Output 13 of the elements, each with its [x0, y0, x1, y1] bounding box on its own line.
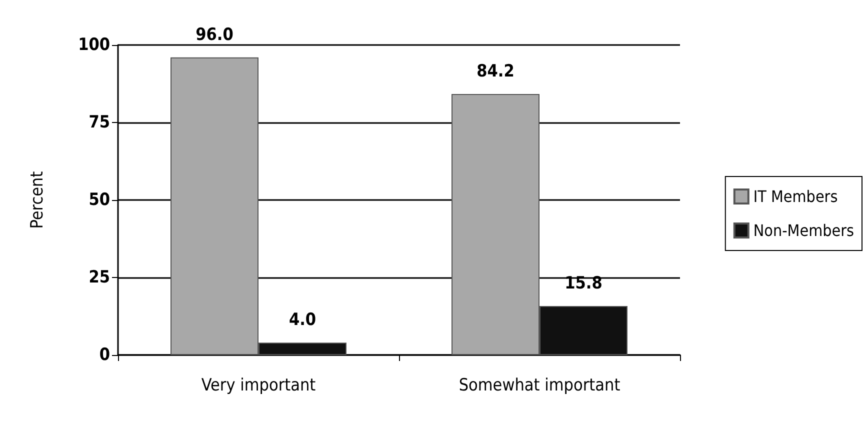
data-label: 96.0 — [196, 24, 234, 45]
x-tick-label: Very important — [201, 376, 316, 396]
data-label: 84.2 — [476, 61, 514, 82]
y-tick-label: 50 — [88, 190, 110, 210]
y-tick-label: 0 — [99, 345, 110, 365]
y-tick-label: 25 — [88, 268, 110, 288]
y-tick-label: 75 — [88, 112, 110, 132]
legend-label: Non-Members — [753, 221, 854, 240]
data-label: 4.0 — [288, 310, 316, 330]
y-axis-title: Percent — [28, 171, 48, 229]
x-tick-label: Somewhat important — [458, 376, 620, 396]
y-tick-label: 100 — [78, 35, 110, 55]
legend-label: IT Members — [753, 187, 838, 206]
